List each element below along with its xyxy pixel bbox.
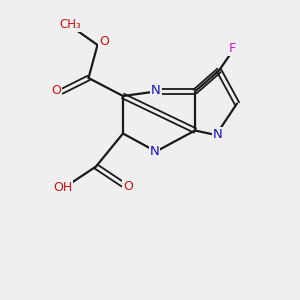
- Text: CH₃: CH₃: [60, 18, 81, 31]
- Text: OH: OH: [53, 181, 72, 194]
- Text: O: O: [99, 35, 109, 48]
- Text: F: F: [229, 42, 236, 55]
- Text: N: N: [151, 84, 161, 97]
- Text: N: N: [150, 145, 159, 158]
- Text: O: O: [124, 180, 133, 194]
- Text: O: O: [51, 83, 61, 97]
- Text: N: N: [213, 128, 222, 142]
